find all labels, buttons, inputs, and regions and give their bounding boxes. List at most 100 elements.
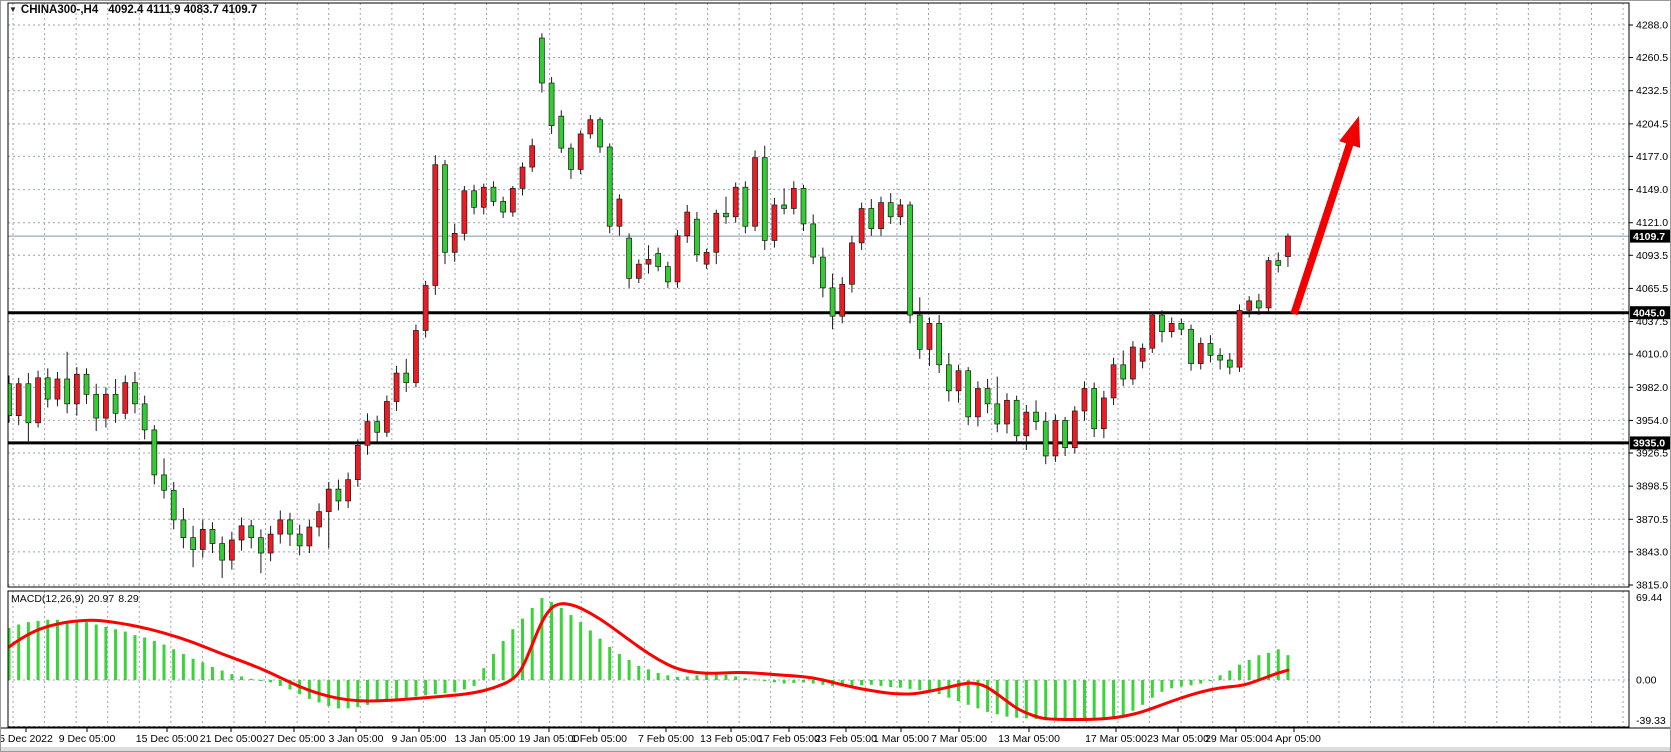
candle-body-up: [480, 186, 487, 208]
macd-histogram-bar: [918, 680, 922, 691]
candle-body-down: [568, 147, 574, 170]
macd-histogram-bar: [714, 673, 718, 680]
trend-arrow-shaft[interactable]: [1290, 139, 1355, 316]
candle-body-down: [626, 237, 632, 279]
level-tag-label: 3935.0: [1633, 438, 1665, 450]
macd-histogram-bar: [162, 644, 166, 680]
candle-body-down: [296, 533, 303, 547]
candle-body-down: [820, 256, 826, 289]
macd-histogram-bar: [782, 680, 786, 684]
macd-name-label: MACD(12,26,9): [11, 593, 84, 605]
candle-body-down: [170, 489, 177, 521]
macd-histogram-bar: [85, 622, 89, 680]
macd-histogram-bar: [656, 672, 660, 680]
macd-histogram-bar: [957, 680, 961, 702]
level-tag: [1630, 306, 1670, 320]
candle-body-down: [1275, 260, 1282, 266]
macd-histogram-bar: [181, 654, 185, 680]
macd-histogram-bar: [259, 680, 263, 681]
candle-body-up: [238, 525, 245, 541]
macd-histogram-bar: [55, 619, 59, 680]
macd-histogram-bar: [1189, 680, 1193, 686]
candle-body-down: [548, 82, 555, 126]
chart-title-bar: ▼ CHINA300-,H4 4092.4 4111.9 4083.7 4109…: [9, 4, 257, 16]
time-tick-label: 9 Dec 05:00: [59, 733, 116, 745]
macd-histogram-bar: [288, 680, 292, 690]
macd-histogram-bar: [269, 680, 273, 683]
candle-body-down: [8, 383, 12, 417]
time-tick-label: 13 Mar 05:00: [998, 733, 1060, 745]
candle-body-down: [558, 115, 565, 149]
time-tick-label: 7 Feb 05:00: [638, 733, 694, 745]
candle-body-up: [316, 511, 322, 528]
candle-body-up: [413, 330, 419, 383]
candle-body-up: [325, 488, 332, 512]
candle-body-down: [1159, 314, 1165, 332]
macd-pane-border: [7, 590, 1630, 728]
candle-body-down: [1178, 323, 1185, 330]
macd-histogram-bar: [1044, 680, 1048, 721]
macd-histogram-bar: [249, 678, 253, 680]
candle-body-down: [1256, 300, 1262, 309]
macd-histogram-bar: [734, 676, 738, 680]
candle-body-up: [345, 479, 351, 502]
macd-histogram-bar: [1141, 680, 1145, 705]
macd-tick-label: 0.00: [1636, 675, 1657, 687]
macd-histogram-bar: [1228, 670, 1232, 680]
macd-histogram-bar: [1150, 680, 1154, 698]
macd-histogram-bar: [26, 622, 30, 680]
macd-histogram-bar: [579, 622, 583, 680]
macd-histogram-bar: [278, 680, 282, 686]
trend-arrow-head[interactable]: [1339, 116, 1361, 148]
candle-body-up: [1110, 364, 1117, 399]
macd-histogram-bar: [889, 680, 893, 688]
candle-body-up: [461, 190, 468, 234]
macd-histogram-bar: [1257, 655, 1261, 680]
candle-body-down: [597, 119, 603, 148]
symbol-dropdown-icon[interactable]: ▼: [9, 5, 17, 14]
candle-body-up: [577, 133, 584, 170]
candle-body-down: [83, 373, 90, 395]
macd-histogram-bar: [1034, 680, 1038, 719]
price-tick-label: 4093.5: [1636, 250, 1668, 262]
candle-body-up: [1101, 397, 1107, 430]
macd-histogram-bar: [1276, 649, 1280, 680]
candle-body-down: [25, 383, 32, 424]
price-tick-label: 4260.5: [1636, 52, 1668, 64]
macd-histogram-bar: [550, 602, 554, 680]
macd-histogram-bar: [908, 680, 912, 689]
price-tick-label: 4149.0: [1636, 184, 1668, 196]
macd-histogram-bar: [598, 638, 602, 680]
price-axis[interactable]: 4288.0 4260.5 4232.5 4204.5 4177.0 4149.0 4121…: [1629, 20, 1671, 728]
macd-histogram-bar: [937, 680, 941, 695]
candle-body-down: [1091, 388, 1098, 430]
candle-body-up: [509, 188, 516, 213]
candle-body-down: [1033, 411, 1039, 422]
macd-indicator-label: MACD(12,26,9) 20.97 8.29: [11, 593, 139, 605]
macd-histogram-bar: [763, 680, 767, 682]
candle-body-down: [742, 186, 749, 227]
candle-body-up: [306, 526, 313, 547]
time-axis[interactable]: 5 Dec 2022 9 Dec 05:00 15 Dec 05:00 21 Dec …: [1, 728, 1321, 745]
macd-histogram-bar: [1208, 680, 1212, 682]
candle-body-down: [1013, 399, 1020, 437]
macd-histogram-bar: [462, 680, 466, 690]
macd-histogram-bar: [986, 680, 990, 712]
candle-body-down: [151, 429, 158, 476]
macd-histogram-bar: [1102, 680, 1106, 718]
macd-histogram-bar: [17, 624, 21, 680]
macd-histogram-bar: [1063, 680, 1067, 719]
candle-body-up: [432, 164, 439, 286]
price-tick-label: 4204.5: [1636, 118, 1668, 130]
macd-histogram-bar: [220, 670, 224, 680]
candle-body-down: [1207, 343, 1214, 356]
time-tick-label: 5 Dec 2022: [1, 733, 53, 745]
macd-histogram-bar: [114, 629, 118, 680]
macd-histogram-bar: [491, 654, 495, 680]
candle-body-up: [451, 233, 458, 253]
candle-body-up: [15, 383, 22, 417]
macd-histogram-bar: [947, 680, 951, 698]
candle-body-up: [1265, 260, 1272, 309]
candle-body-down: [132, 382, 138, 405]
